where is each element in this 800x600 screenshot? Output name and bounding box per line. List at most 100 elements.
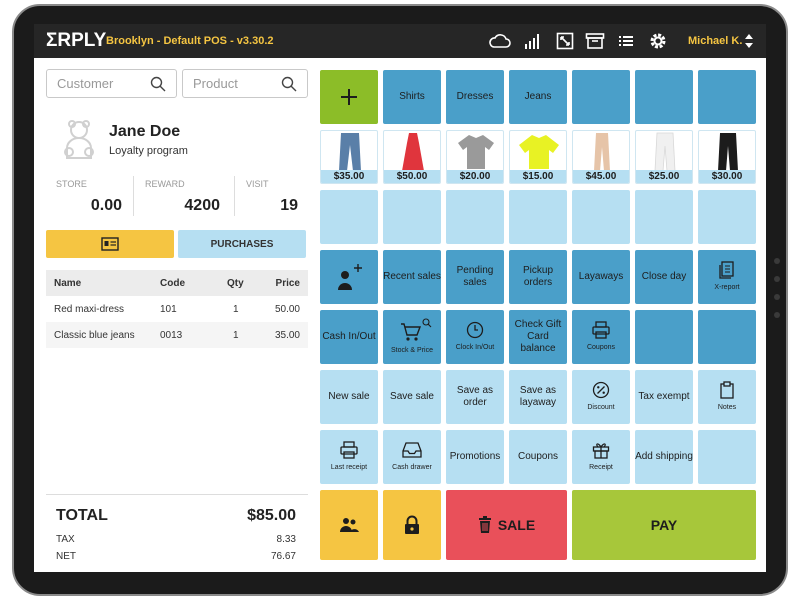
add-user-icon [338, 264, 362, 290]
user-name[interactable]: Michael K. [688, 35, 743, 47]
category-jeans[interactable]: Jeans [509, 70, 567, 124]
product-price: $15.00 [510, 170, 566, 183]
header-name: Name [54, 278, 82, 289]
recent-sales-button[interactable]: Recent sales [383, 250, 441, 304]
pos-screen: ΣRPLY Brooklyn - Default POS - v3.30.2 M [34, 24, 766, 572]
category-shirts[interactable]: Shirts [383, 70, 441, 124]
report-icon [719, 260, 734, 279]
discount-label: Discount [587, 403, 615, 411]
gear-icon[interactable] [648, 31, 668, 51]
cash-drawer-label: Cash drawer [392, 463, 432, 471]
table-row[interactable]: Red maxi-dress 101 1 50.00 [46, 296, 308, 322]
cloud-icon[interactable] [488, 31, 512, 51]
product-tile-yellow-top[interactable]: $15.00 [509, 130, 567, 184]
customer-search[interactable] [46, 69, 177, 98]
store-credit-label: STORE [56, 179, 87, 189]
coupons-print-button[interactable]: Coupons [572, 310, 630, 364]
search-icon[interactable] [281, 76, 297, 92]
coupons-button[interactable]: Coupons [509, 430, 567, 484]
empty-category-tile[interactable] [572, 70, 630, 124]
empty-function-tile[interactable] [698, 430, 756, 484]
table-row[interactable]: Classic blue jeans 0013 1 35.00 [46, 322, 308, 348]
notes-button[interactable]: Notes [698, 370, 756, 424]
empty-product-tile[interactable] [698, 190, 756, 244]
x-report-label: X-report [714, 283, 740, 291]
grey-shirt-icon [458, 135, 494, 169]
product-tile-beige-pants[interactable]: $45.00 [572, 130, 630, 184]
clock-in-out-button[interactable]: Clock In/Out [446, 310, 504, 364]
last-receipt-label: Last receipt [330, 463, 368, 471]
save-as-layaway-button[interactable]: Save as layaway [509, 370, 567, 424]
customer-card-button[interactable] [46, 230, 174, 258]
lock-button[interactable] [383, 490, 441, 560]
add-shipping-button[interactable]: Add shipping [635, 430, 693, 484]
empty-function-tile[interactable] [635, 310, 693, 364]
product-search[interactable] [182, 69, 308, 98]
product-tile-black-pants[interactable]: $30.00 [698, 130, 756, 184]
stat-divider [133, 176, 134, 216]
promotions-button[interactable]: Promotions [446, 430, 504, 484]
last-receipt-button[interactable]: Last receipt [320, 430, 378, 484]
empty-product-tile[interactable] [446, 190, 504, 244]
customers-button[interactable] [320, 490, 378, 560]
discount-button[interactable]: Discount [572, 370, 630, 424]
stock-price-button[interactable]: Stock & Price [383, 310, 441, 364]
visit-label: VISIT [246, 179, 269, 189]
top-bar: ΣRPLY Brooklyn - Default POS - v3.30.2 M [34, 24, 766, 58]
store-title: Brooklyn - Default POS - v3.30.2 [106, 35, 274, 47]
purchases-button[interactable]: PURCHASES [178, 230, 306, 258]
customer-name[interactable]: Jane Doe [109, 123, 181, 140]
empty-product-tile[interactable] [572, 190, 630, 244]
product-tile-jeans[interactable]: $35.00 [320, 130, 378, 184]
customer-program: Loyalty program [109, 145, 188, 157]
save-as-order-button[interactable]: Save as order [446, 370, 504, 424]
layaways-button[interactable]: Layaways [572, 250, 630, 304]
pickup-orders-button[interactable]: Pickup orders [509, 250, 567, 304]
product-tile-white-pants[interactable]: $25.00 [635, 130, 693, 184]
product-tile-grey-shirt[interactable]: $20.00 [446, 130, 504, 184]
tax-label: TAX [56, 534, 75, 545]
empty-category-tile[interactable] [635, 70, 693, 124]
id-card-icon [101, 237, 119, 251]
empty-product-tile[interactable] [635, 190, 693, 244]
clock-in-out-label: Clock In/Out [455, 343, 495, 351]
customer-search-input[interactable] [57, 76, 147, 91]
pending-sales-button[interactable]: Pending sales [446, 250, 504, 304]
x-report-button[interactable]: X-report [698, 250, 756, 304]
net-value: 76.67 [270, 551, 296, 562]
empty-product-tile[interactable] [509, 190, 567, 244]
side-sensors [772, 258, 782, 330]
product-search-input[interactable] [193, 76, 283, 91]
cash-drawer-button[interactable]: Cash drawer [383, 430, 441, 484]
cart-table-header: Name Code Qty Price [46, 270, 308, 296]
gift-icon [592, 442, 610, 459]
sale-button[interactable]: SALE [446, 490, 567, 560]
search-icon[interactable] [150, 76, 166, 92]
coupons-print-label: Coupons [586, 343, 616, 351]
resize-icon[interactable] [556, 31, 574, 51]
list-icon[interactable] [618, 31, 634, 51]
empty-product-tile[interactable] [320, 190, 378, 244]
add-customer-button[interactable] [320, 250, 378, 304]
empty-product-tile[interactable] [383, 190, 441, 244]
receipt-button[interactable]: Receipt [572, 430, 630, 484]
new-sale-button[interactable]: New sale [320, 370, 378, 424]
check-gift-card-button[interactable]: Check Gift Card balance [509, 310, 567, 364]
user-menu-arrows-icon[interactable] [744, 33, 754, 49]
cash-in-out-button[interactable]: Cash In/Out [320, 310, 378, 364]
close-day-button[interactable]: Close day [635, 250, 693, 304]
reward-value: 4200 [184, 197, 220, 214]
save-sale-button[interactable]: Save sale [383, 370, 441, 424]
lock-icon [405, 515, 419, 534]
tax-exempt-button[interactable]: Tax exempt [635, 370, 693, 424]
pay-button[interactable]: PAY [572, 490, 756, 560]
empty-function-tile[interactable] [698, 310, 756, 364]
category-dresses[interactable]: Dresses [446, 70, 504, 124]
add-category-button[interactable] [320, 70, 378, 124]
customer-avatar-icon [64, 120, 94, 159]
row-code: 0013 [160, 330, 183, 341]
archive-icon[interactable] [585, 31, 605, 51]
product-tile-red-dress[interactable]: $50.00 [383, 130, 441, 184]
signal-icon[interactable] [524, 31, 542, 51]
empty-category-tile[interactable] [698, 70, 756, 124]
